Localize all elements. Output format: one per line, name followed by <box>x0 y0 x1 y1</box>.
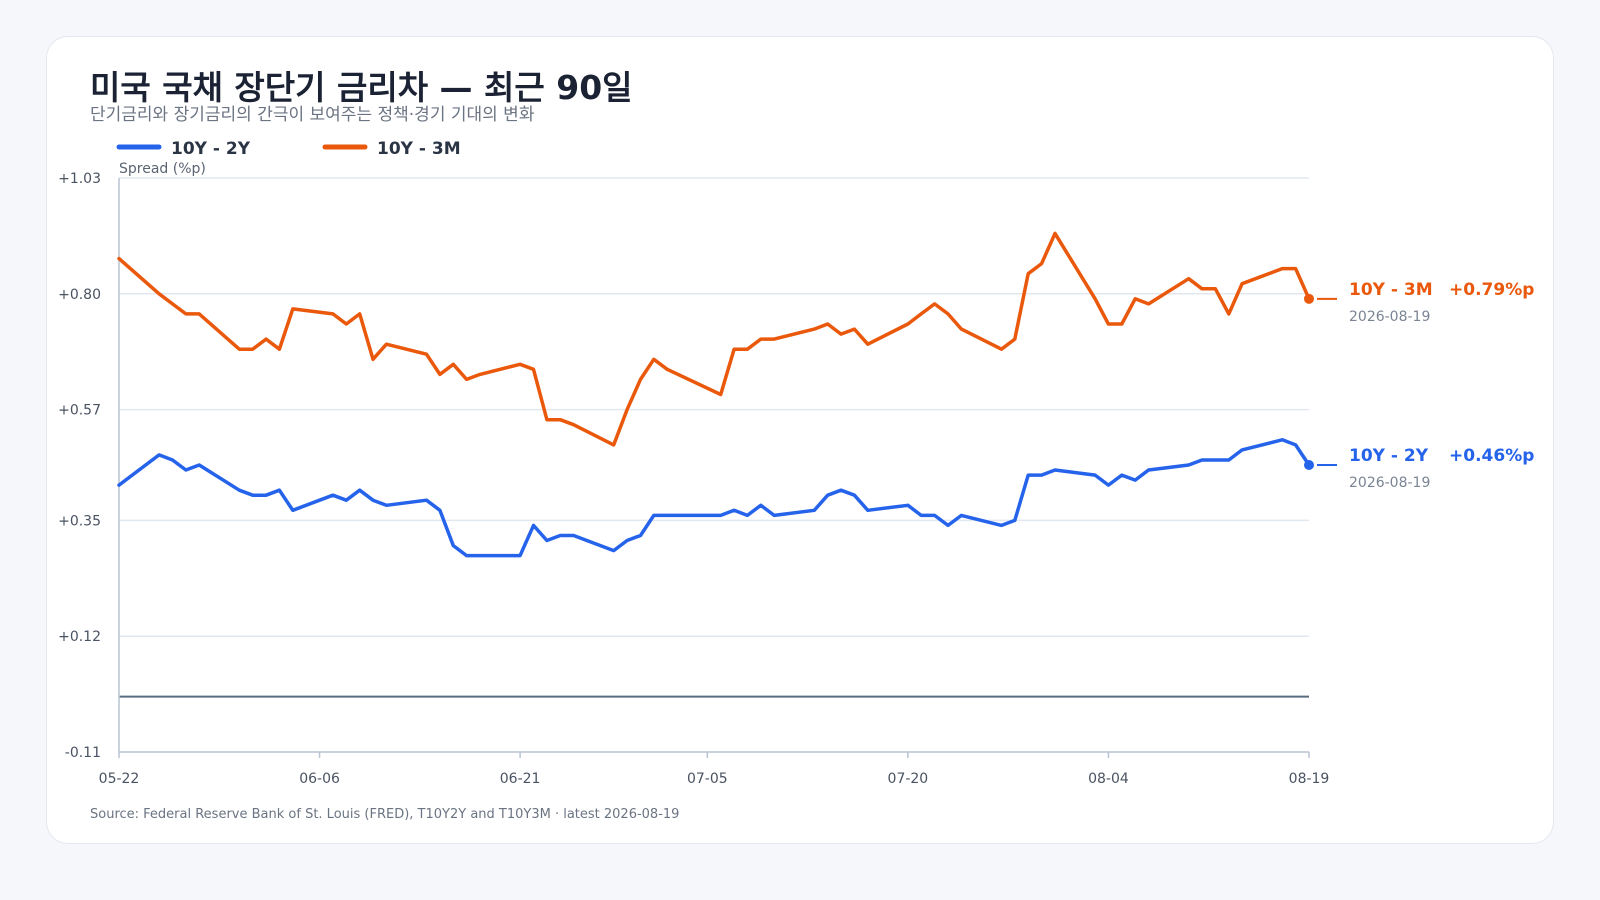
series-line-10y3m <box>117 231 1311 447</box>
end-label-date: 2026-08-19 <box>1349 475 1430 491</box>
grid-lines <box>119 177 1309 698</box>
end-label-series-name: 10Y - 2Y <box>1349 446 1429 466</box>
end-labels: 10Y - 2Y +0.46%p 2026-08-19 10Y - 3M +0.79%p… <box>1317 280 1534 491</box>
end-label-value: +0.46%p <box>1449 446 1534 466</box>
series-lines <box>117 231 1314 558</box>
end-point-marker <box>1304 460 1314 470</box>
chart-title: 미국 국채 장단기 금리차 — 최근 90일 <box>90 68 633 107</box>
end-label-date: 2026-08-19 <box>1349 309 1430 325</box>
y-tick-label: +1.03 <box>58 171 101 187</box>
legend: 10Y - 2Y 10Y - 3M <box>116 139 461 159</box>
chart-subtitle: 단기금리와 장기금리의 간극이 보여주는 정책·경기 기대의 변화 <box>90 105 535 125</box>
series-line-10y2y <box>117 438 1311 558</box>
x-tick-label: 08-04 <box>1088 771 1129 787</box>
x-tick-label: 08-19 <box>1289 771 1330 787</box>
y-tick-label: +0.12 <box>58 629 101 645</box>
y-tick-label: +0.35 <box>58 513 101 529</box>
source-note: Source: Federal Reserve Bank of St. Loui… <box>90 807 679 822</box>
legend-label-10y2y: 10Y - 2Y <box>171 139 251 159</box>
end-label-series-name: 10Y - 3M <box>1349 280 1433 300</box>
x-tick-label: 05-22 <box>99 771 140 787</box>
legend-label-10y3m: 10Y - 3M <box>377 139 461 159</box>
y-tick-label: +0.57 <box>58 403 101 419</box>
end-label-value: +0.79%p <box>1449 280 1534 300</box>
x-tick-label: 06-06 <box>299 771 340 787</box>
end-point-marker <box>1304 293 1314 304</box>
axes: +1.03 +0.80 +0.57 +0.35 +0.12 -0.11 05-22 06-06… <box>58 171 1329 787</box>
x-tick-label: 06-21 <box>500 771 541 787</box>
x-tick-label: 07-05 <box>687 771 728 787</box>
x-tick-label: 07-20 <box>888 771 929 787</box>
y-tick-label: +0.80 <box>58 287 101 303</box>
spread-chart: 미국 국채 장단기 금리차 — 최근 90일 단기금리와 장기금리의 간극이 보… <box>58 68 1534 822</box>
y-tick-label: -0.11 <box>65 745 101 761</box>
chart-card: 미국 국채 장단기 금리차 — 최근 90일 단기금리와 장기금리의 간극이 보… <box>46 36 1554 844</box>
y-axis-unit-label: Spread (%p) <box>119 161 206 177</box>
